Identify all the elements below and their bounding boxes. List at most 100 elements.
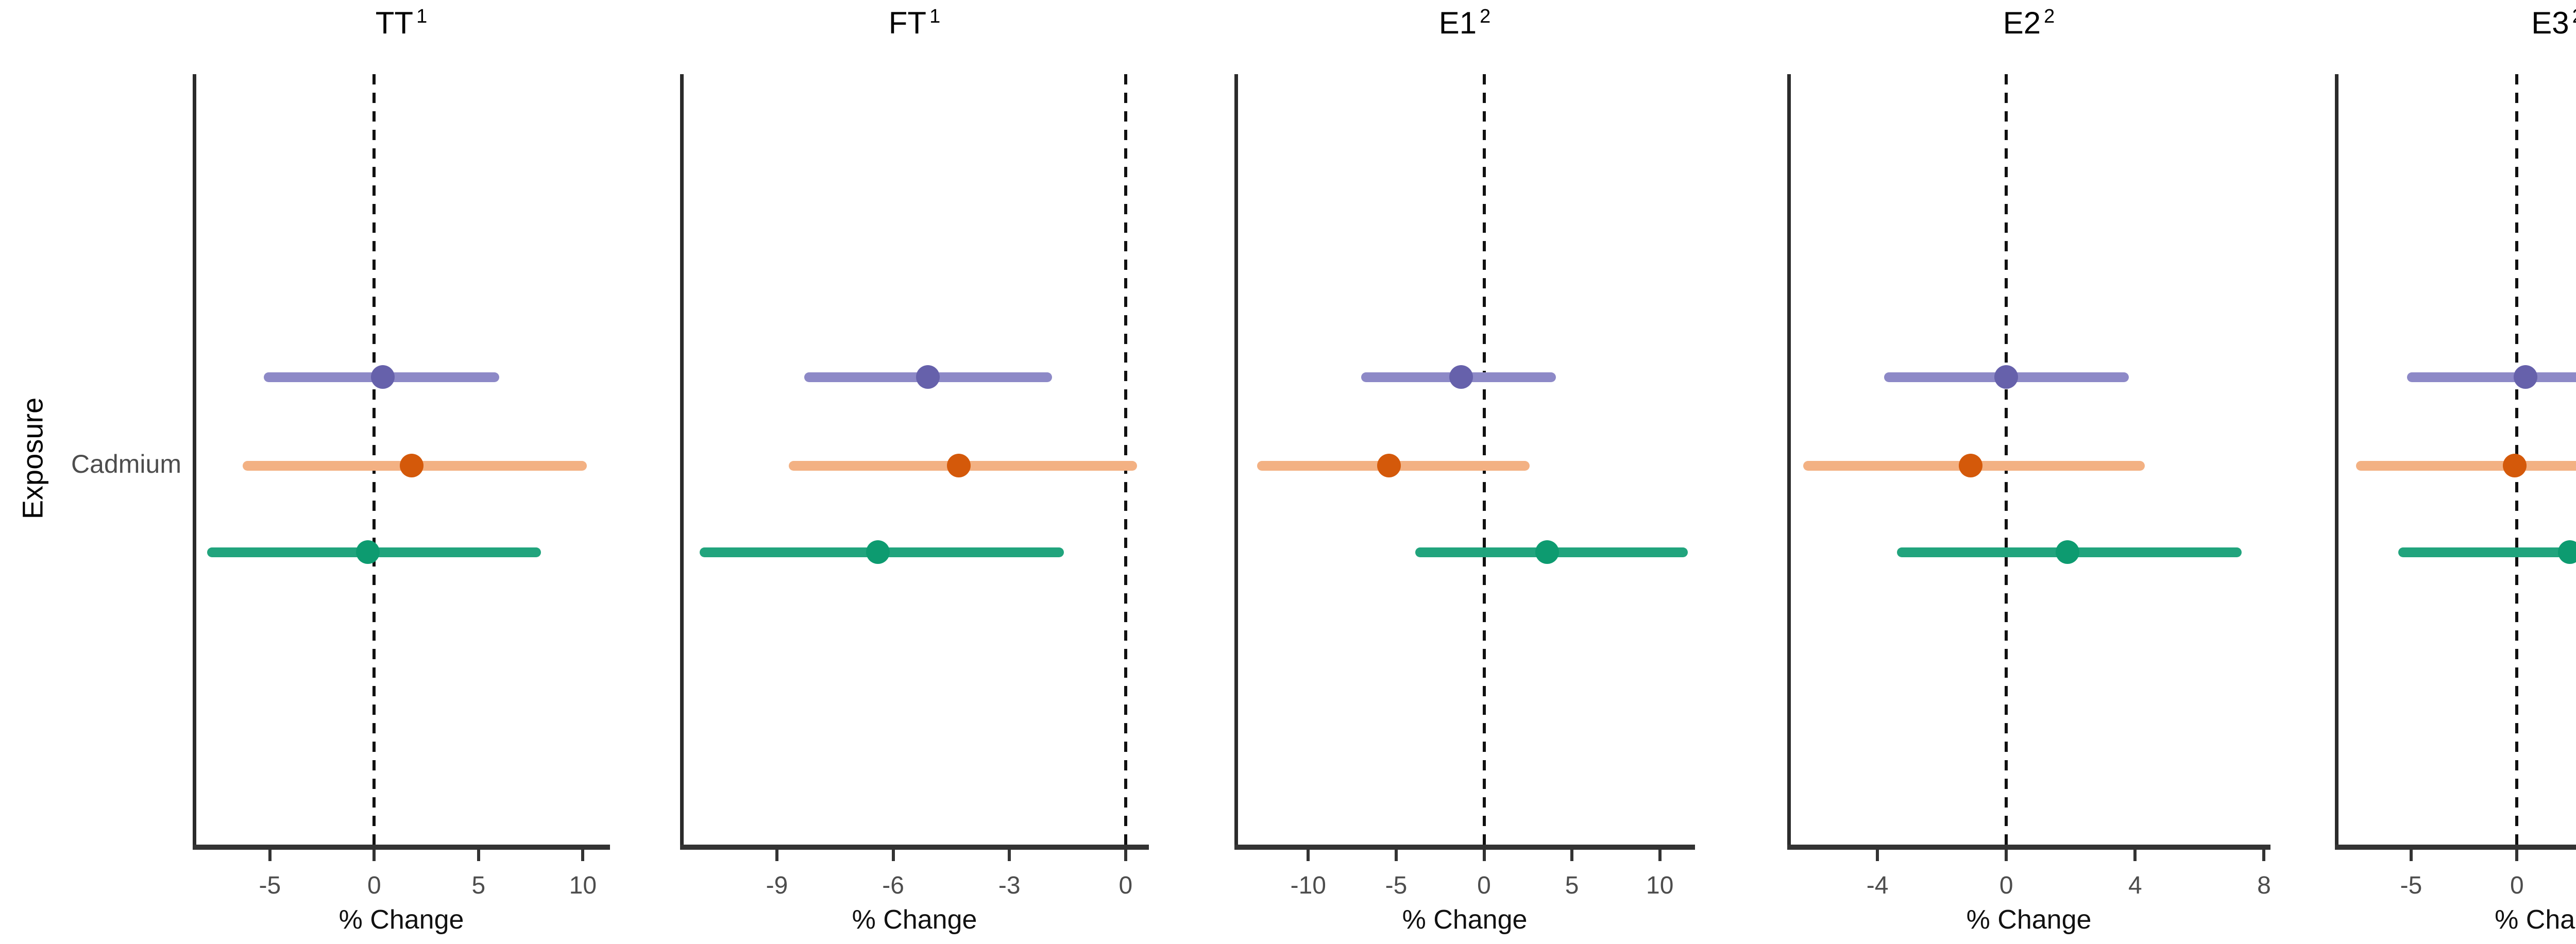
facet-panel-tt: TT 1 -5 0 5 10 % Change: [193, 0, 610, 944]
x-axis-label: % Change: [1966, 905, 2092, 935]
point-estimate-marker: [2503, 454, 2527, 477]
x-tick-label: -4: [1866, 872, 1889, 899]
x-tick-label: 8: [2257, 872, 2271, 899]
y-axis-line: [1234, 74, 1238, 845]
x-tick-mark: [1394, 850, 1398, 861]
x-axis-line: [193, 845, 610, 850]
x-tick-mark: [1008, 850, 1011, 861]
x-axis-line: [1787, 845, 2270, 850]
panel-title-superscript: 1: [416, 6, 428, 27]
panel-title-superscript: 2: [2572, 6, 2576, 27]
y-axis-line: [1787, 74, 1791, 845]
panel-title: FT 1: [680, 5, 1149, 41]
panel-title-text: FT: [888, 6, 927, 40]
panel-title: E32: [2335, 5, 2576, 41]
y-axis-line: [2335, 74, 2338, 845]
x-tick-label: -10: [1290, 872, 1326, 899]
x-tick-label: 10: [569, 872, 597, 899]
estimate-rows: [1787, 74, 2270, 845]
estimate-rows: [2335, 74, 2576, 845]
x-tick-mark: [581, 850, 585, 861]
point-estimate-marker: [916, 365, 940, 389]
x-tick-label: 5: [1565, 872, 1579, 899]
x-tick-label: -6: [882, 872, 904, 899]
x-tick-mark: [2515, 850, 2519, 861]
x-tick-mark: [1482, 850, 1486, 861]
x-tick-label: -3: [998, 872, 1021, 899]
x-tick-label: 0: [1118, 872, 1133, 899]
panel-title-text: TT: [375, 6, 414, 40]
x-axis-ticks: -10 -5 0 5 10: [1234, 0, 1695, 944]
estimate-rows: [1234, 74, 1695, 845]
estimate-rows: [193, 74, 610, 845]
x-tick-mark: [1307, 850, 1310, 861]
x-tick-mark: [2133, 850, 2137, 861]
plot-area: [2335, 74, 2576, 845]
x-tick-label: -5: [1385, 872, 1408, 899]
x-tick-label: 0: [1999, 872, 2013, 899]
panel-title-text: E1: [1438, 6, 1477, 40]
x-tick-mark: [1658, 850, 1662, 861]
x-axis-ticks: -9 -6 -3 0: [680, 0, 1149, 944]
zero-reference-line: [2005, 74, 2008, 845]
x-tick-mark: [2409, 850, 2413, 861]
point-estimate-marker: [370, 365, 395, 389]
panel-title-superscript: 2: [2044, 6, 2055, 27]
facet-panel-e1: E1 2 -10 -5 0 5 10 % Change: [1234, 0, 1695, 944]
zero-reference-line: [1124, 74, 1127, 845]
x-tick-mark: [477, 850, 480, 861]
panel-title-text: E2: [2003, 6, 2041, 40]
zero-reference-line: [372, 74, 376, 845]
panel-title: TT 1: [193, 5, 610, 41]
exposure-row-label: Cadmium: [71, 450, 181, 478]
x-tick-label: 10: [1646, 872, 1674, 899]
point-estimate-marker: [947, 454, 971, 477]
estimate-rows: [680, 74, 1149, 845]
y-axis-line: [680, 74, 684, 845]
point-estimate-marker: [400, 454, 424, 477]
point-estimate-marker: [2558, 540, 2576, 564]
facet-panel-ft: FT 1 -9 -6 -3 0 % Change: [680, 0, 1149, 944]
x-tick-mark: [891, 850, 895, 861]
x-tick-label: 5: [471, 872, 486, 899]
point-estimate-marker: [1994, 365, 2019, 389]
panel-title-text: E3: [2531, 6, 2569, 40]
plot-area: [680, 74, 1149, 845]
x-axis-label: % Change: [852, 905, 977, 935]
x-axis-line: [2335, 845, 2576, 850]
zero-reference-line: [1482, 74, 1486, 845]
x-tick-label: -9: [766, 872, 788, 899]
x-tick-mark: [1124, 850, 1127, 861]
plot-area: [1787, 74, 2270, 845]
point-estimate-marker: [2513, 365, 2537, 389]
panel-title: E1 2: [1234, 5, 1695, 41]
x-tick-mark: [268, 850, 272, 861]
x-tick-label: -5: [2400, 872, 2422, 899]
point-estimate-marker: [1377, 454, 1401, 477]
point-estimate-marker: [356, 540, 380, 564]
x-axis-line: [680, 845, 1149, 850]
x-axis-label: % Change: [2495, 905, 2576, 935]
point-estimate-marker: [1959, 454, 1983, 477]
point-estimate-marker: [866, 540, 890, 564]
point-estimate-marker: [2056, 540, 2080, 564]
x-tick-label: 0: [1477, 872, 1491, 899]
panel-title-superscript: 2: [1480, 6, 1491, 27]
x-axis-label: % Change: [1402, 905, 1528, 935]
x-axis-label: % Change: [338, 905, 464, 935]
x-axis-ticks: -4 0 4 8: [1787, 0, 2271, 944]
x-tick-mark: [1876, 850, 1879, 861]
x-axis-line: [1234, 845, 1695, 850]
x-tick-label: 0: [367, 872, 381, 899]
confidence-interval-line: [2398, 547, 2576, 557]
x-tick-mark: [372, 850, 376, 861]
x-tick-mark: [2262, 850, 2266, 861]
point-estimate-marker: [1535, 540, 1560, 564]
x-tick-label: 4: [2128, 872, 2142, 899]
y-axis-line: [193, 74, 196, 845]
plot-area: [1234, 74, 1695, 845]
